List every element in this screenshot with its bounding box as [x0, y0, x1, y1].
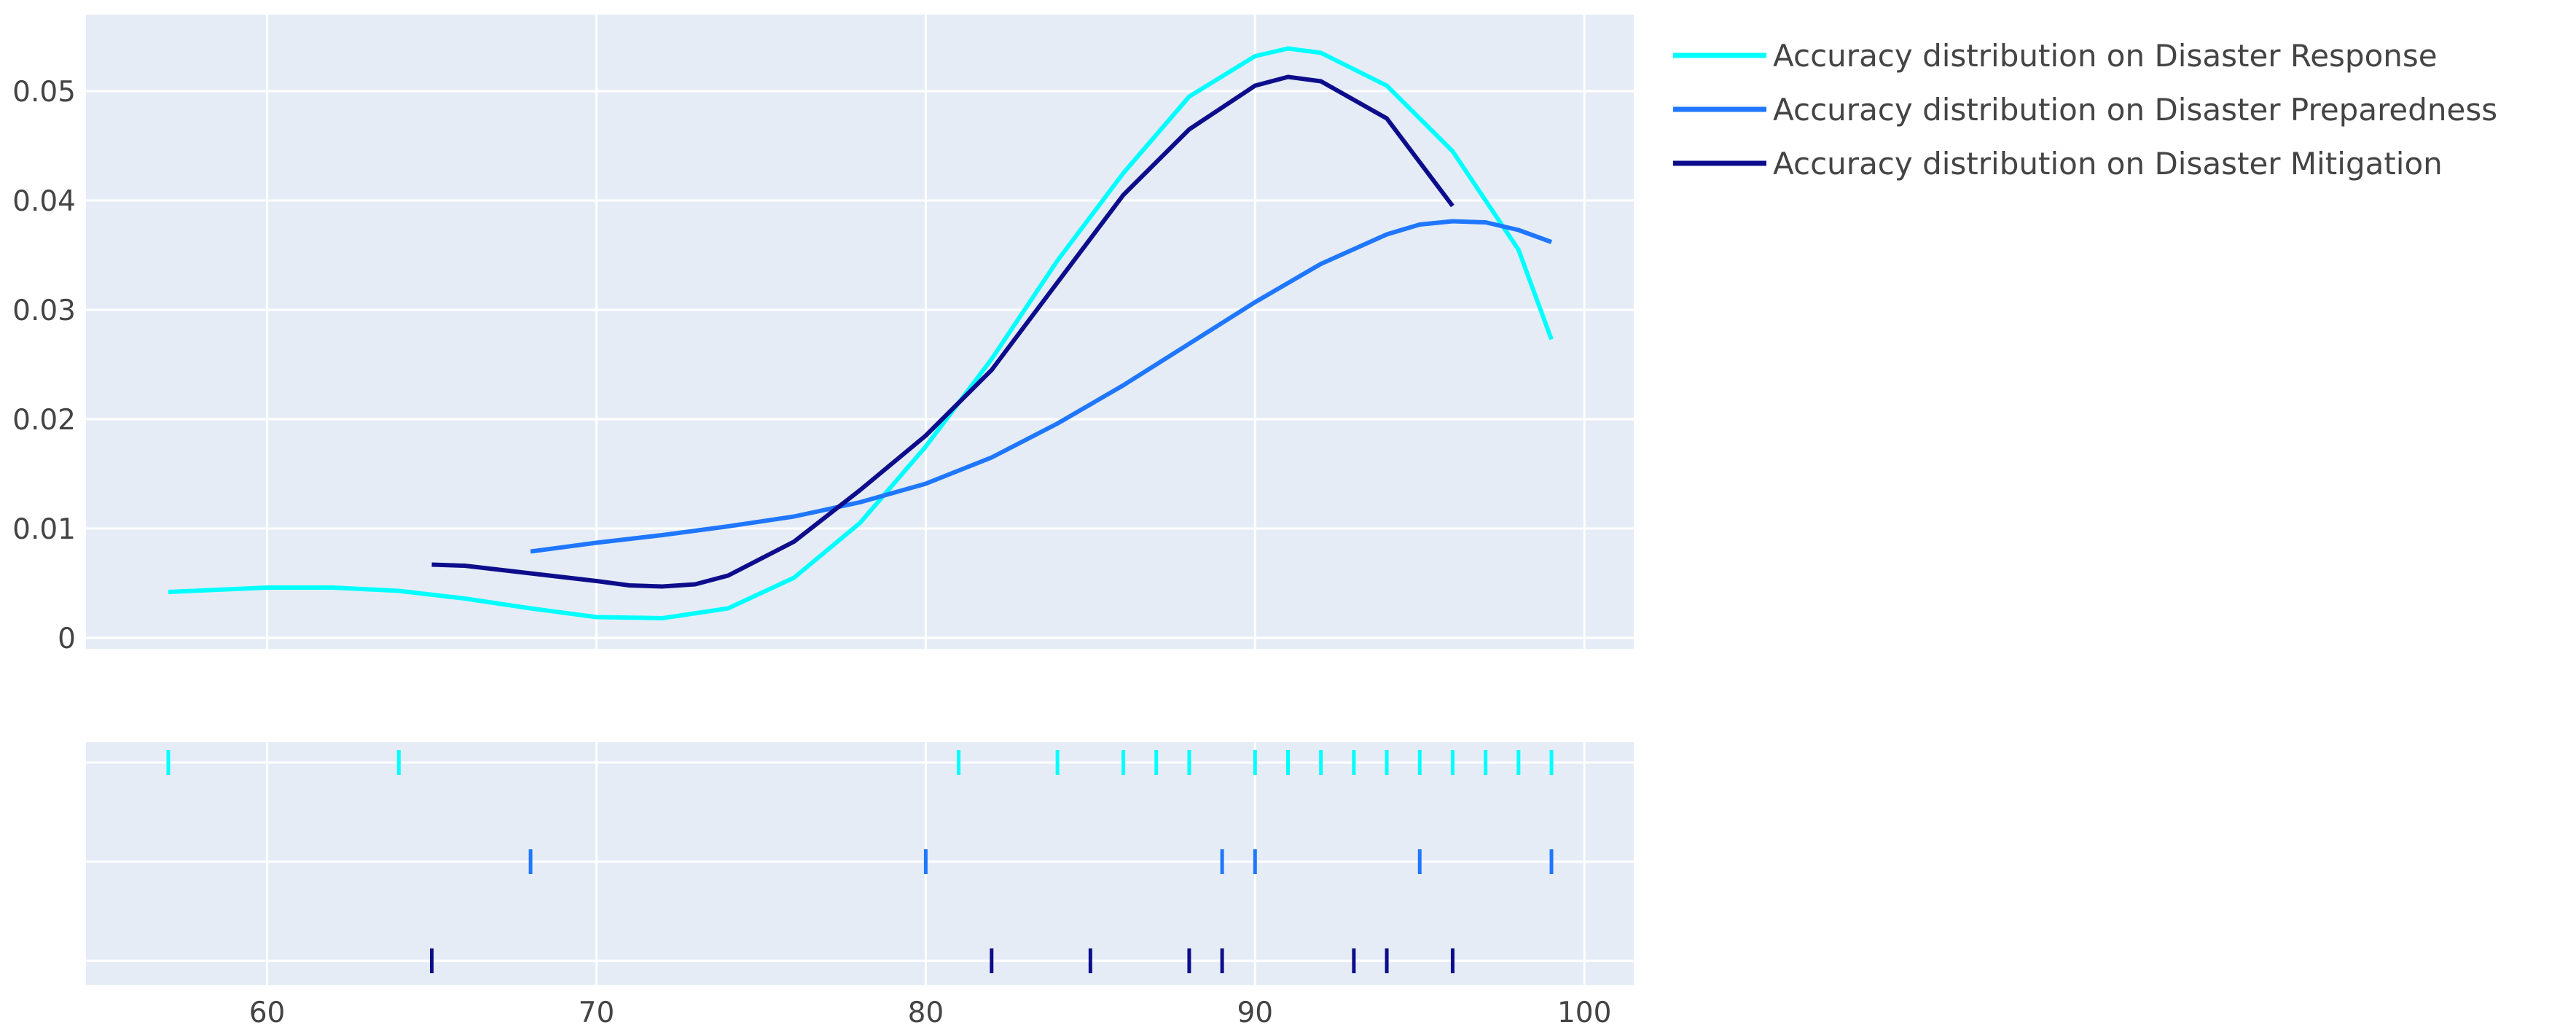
density-line-2 [431, 74, 1455, 589]
y-tick-label: 0.02 [12, 404, 76, 437]
rug-marks [166, 750, 1554, 973]
x-tick-label: 60 [249, 997, 286, 1029]
legend-label: Accuracy distribution on Disaster Prepar… [1773, 92, 2497, 128]
density-curves [168, 46, 1554, 620]
y-tick-label: 0.03 [12, 295, 76, 327]
legend[interactable]: Accuracy distribution on Disaster Respon… [1673, 38, 2497, 182]
legend-item-0[interactable]: Accuracy distribution on Disaster Respon… [1673, 38, 2438, 74]
x-tick-label: 100 [1557, 997, 1611, 1029]
density-gridlines [86, 15, 1634, 649]
legend-item-2[interactable]: Accuracy distribution on Disaster Mitiga… [1673, 146, 2443, 182]
y-tick-label: 0 [58, 623, 76, 655]
legend-item-1[interactable]: Accuracy distribution on Disaster Prepar… [1673, 92, 2497, 128]
x-tick-label: 80 [908, 997, 944, 1029]
y-axis-tick-labels: 0 0.01 0.02 0.03 0.04 0.05 [12, 76, 76, 655]
legend-label: Accuracy distribution on Disaster Respon… [1773, 38, 2438, 74]
y-tick-label: 0.05 [12, 76, 76, 109]
y-tick-label: 0.01 [12, 513, 76, 546]
y-tick-label: 0.04 [12, 185, 76, 218]
x-tick-label: 90 [1237, 997, 1273, 1029]
x-axis-tick-labels: 60 70 80 90 100 [249, 997, 1612, 1029]
rug-plot-area [86, 742, 1634, 985]
x-tick-label: 70 [579, 997, 615, 1029]
legend-label: Accuracy distribution on Disaster Mitiga… [1773, 146, 2443, 182]
density-line-0 [168, 46, 1554, 620]
density-line-1 [530, 219, 1553, 554]
density-plot-area [86, 15, 1634, 649]
